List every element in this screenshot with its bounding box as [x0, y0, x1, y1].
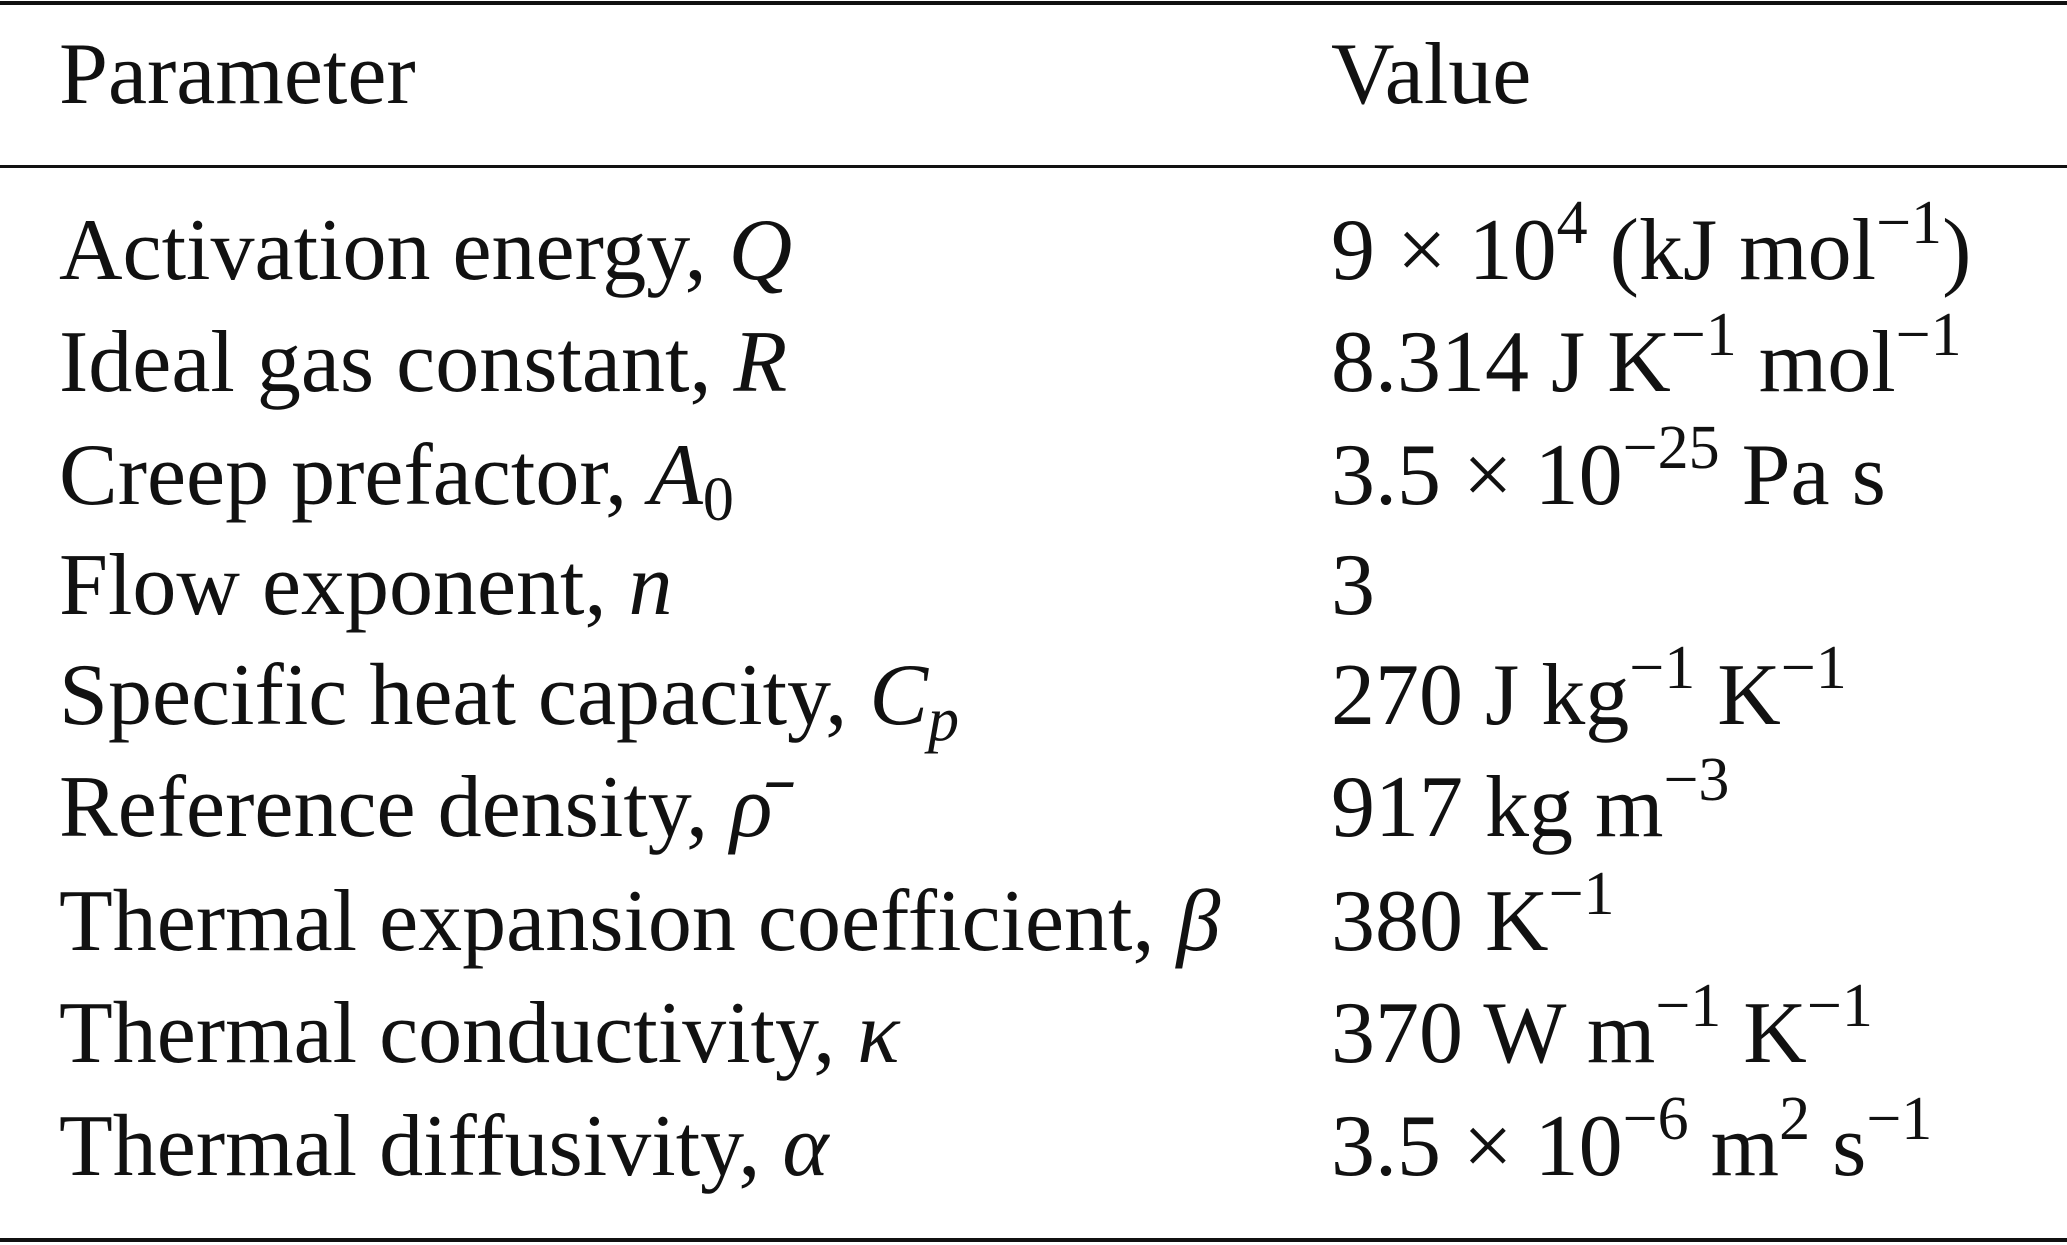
parameter-cell: Thermal expansion coefficient, β: [59, 866, 1220, 978]
value-text: 9 × 10: [1331, 202, 1557, 299]
value-exponent: −1: [1866, 1085, 1933, 1153]
value-exponent: −1: [1670, 301, 1737, 369]
value-cell: 917 kg m−3: [1331, 749, 1729, 864]
parameter-symbol: Q: [728, 202, 793, 299]
value-text: 370 W m: [1331, 985, 1656, 1082]
table-row: Creep prefactor, A0 3.5 × 10−25 Pa s: [0, 417, 2067, 532]
parameter-symbol: α: [782, 1098, 829, 1195]
value-text: K: [1721, 985, 1807, 1082]
value-cell: 380 K−1: [1331, 863, 1615, 978]
parameter-name: Thermal expansion coefficient,: [59, 873, 1177, 970]
value-text: 3: [1331, 537, 1375, 634]
value-exponent: −1: [1629, 634, 1696, 702]
value-cell: 8.314 J K−1 mol−1: [1331, 304, 1962, 419]
parameter-cell: Thermal conductivity, κ: [59, 978, 900, 1090]
parameter-cell: Ideal gas constant, R: [59, 307, 787, 419]
header-value: Value: [1331, 26, 1532, 123]
parameter-symbol: ρ̄: [730, 759, 773, 856]
header-parameter: Parameter: [59, 26, 416, 123]
value-text: 270 J kg: [1331, 647, 1630, 744]
header-row: Parameter Value: [0, 19, 2067, 131]
parameter-name: Ideal gas constant,: [59, 314, 734, 411]
value-exponent: −1: [1876, 189, 1943, 257]
value-exponent: −1: [1655, 972, 1722, 1040]
value-exponent: −6: [1622, 1085, 1689, 1153]
value-text: s: [1810, 1098, 1867, 1195]
parameter-symbol: p: [928, 686, 960, 754]
table-row: Thermal conductivity, κ 370 W m−1 K−1: [0, 975, 2067, 1090]
value-exponent: −1: [1548, 860, 1615, 928]
parameter-name: Flow exponent,: [59, 537, 629, 634]
parameter-name: Activation energy,: [59, 202, 729, 299]
parameter-symbol: β: [1176, 873, 1221, 970]
value-exponent: −1: [1780, 634, 1847, 702]
value-text: 3.5 × 10: [1331, 1098, 1623, 1195]
parameter-name: Creep prefactor,: [59, 427, 650, 524]
value-cell: 270 J kg−1 K−1: [1331, 637, 1847, 752]
value-text: mol: [1736, 314, 1896, 411]
parameter-cell: Thermal diffusivity, α: [59, 1091, 829, 1203]
parameter-name: Specific heat capacity,: [59, 647, 870, 744]
value-text: 8.314 J K: [1331, 314, 1671, 411]
value-text: m: [1688, 1098, 1780, 1195]
value-exponent: −1: [1806, 972, 1873, 1040]
value-exponent: −3: [1663, 746, 1730, 814]
parameter-symbol: κ: [857, 985, 900, 1082]
table-row: Reference density, ρ̄ 917 kg m−3: [0, 749, 2067, 864]
bottom-rule: [0, 1238, 2067, 1242]
table-row: Specific heat capacity, Cp 270 J kg−1 K−1: [0, 637, 2067, 752]
table-row: Activation energy, Q 9 × 104 (kJ mol−1): [0, 192, 2067, 307]
parameter-symbol: R: [733, 314, 788, 411]
parameter-symbol: A: [649, 427, 703, 524]
value-exponent: 2: [1779, 1085, 1811, 1153]
value-text: 917 kg m: [1331, 759, 1664, 856]
value-text: 380 K: [1331, 873, 1549, 970]
value-text: ): [1942, 202, 1972, 299]
value-cell: 3.5 × 10−25 Pa s: [1331, 417, 1886, 532]
table-row: Ideal gas constant, R 8.314 J K−1 mol−1: [0, 304, 2067, 419]
top-rule: [0, 1, 2067, 5]
table-row: Thermal diffusivity, α 3.5 × 10−6 m2 s−1: [0, 1088, 2067, 1203]
parameter-name: Reference density,: [59, 759, 731, 856]
value-text: Pa s: [1719, 427, 1886, 524]
parameter-symbol: C: [869, 647, 929, 744]
value-cell: 3: [1331, 530, 1375, 642]
parameter-cell: Creep prefactor, A0: [59, 420, 734, 532]
value-exponent: 4: [1556, 189, 1588, 257]
value-text: (kJ mol: [1587, 202, 1877, 299]
parameter-cell: Flow exponent, n: [59, 530, 673, 642]
parameter-symbol: n: [628, 537, 673, 634]
value-text: 3.5 × 10: [1331, 427, 1623, 524]
value-cell: 9 × 104 (kJ mol−1): [1331, 192, 1972, 307]
header-rule: [0, 165, 2067, 168]
value-cell: 3.5 × 10−6 m2 s−1: [1331, 1088, 1932, 1203]
parameter-cell: Specific heat capacity, Cp: [59, 640, 959, 752]
table-row: Flow exponent, n 3: [0, 530, 2067, 642]
value-exponent: −25: [1622, 414, 1720, 482]
table-row: Thermal expansion coefficient, β 380 K−1: [0, 863, 2067, 978]
value-text: K: [1695, 647, 1781, 744]
parameter-name: Thermal diffusivity,: [59, 1098, 783, 1195]
parameter-name: Thermal conductivity,: [59, 985, 858, 1082]
parameter-cell: Reference density, ρ̄: [59, 752, 772, 864]
parameter-symbol: 0: [702, 466, 734, 534]
value-exponent: −1: [1895, 301, 1962, 369]
value-cell: 370 W m−1 K−1: [1331, 975, 1873, 1090]
parameter-cell: Activation energy, Q: [59, 195, 792, 307]
